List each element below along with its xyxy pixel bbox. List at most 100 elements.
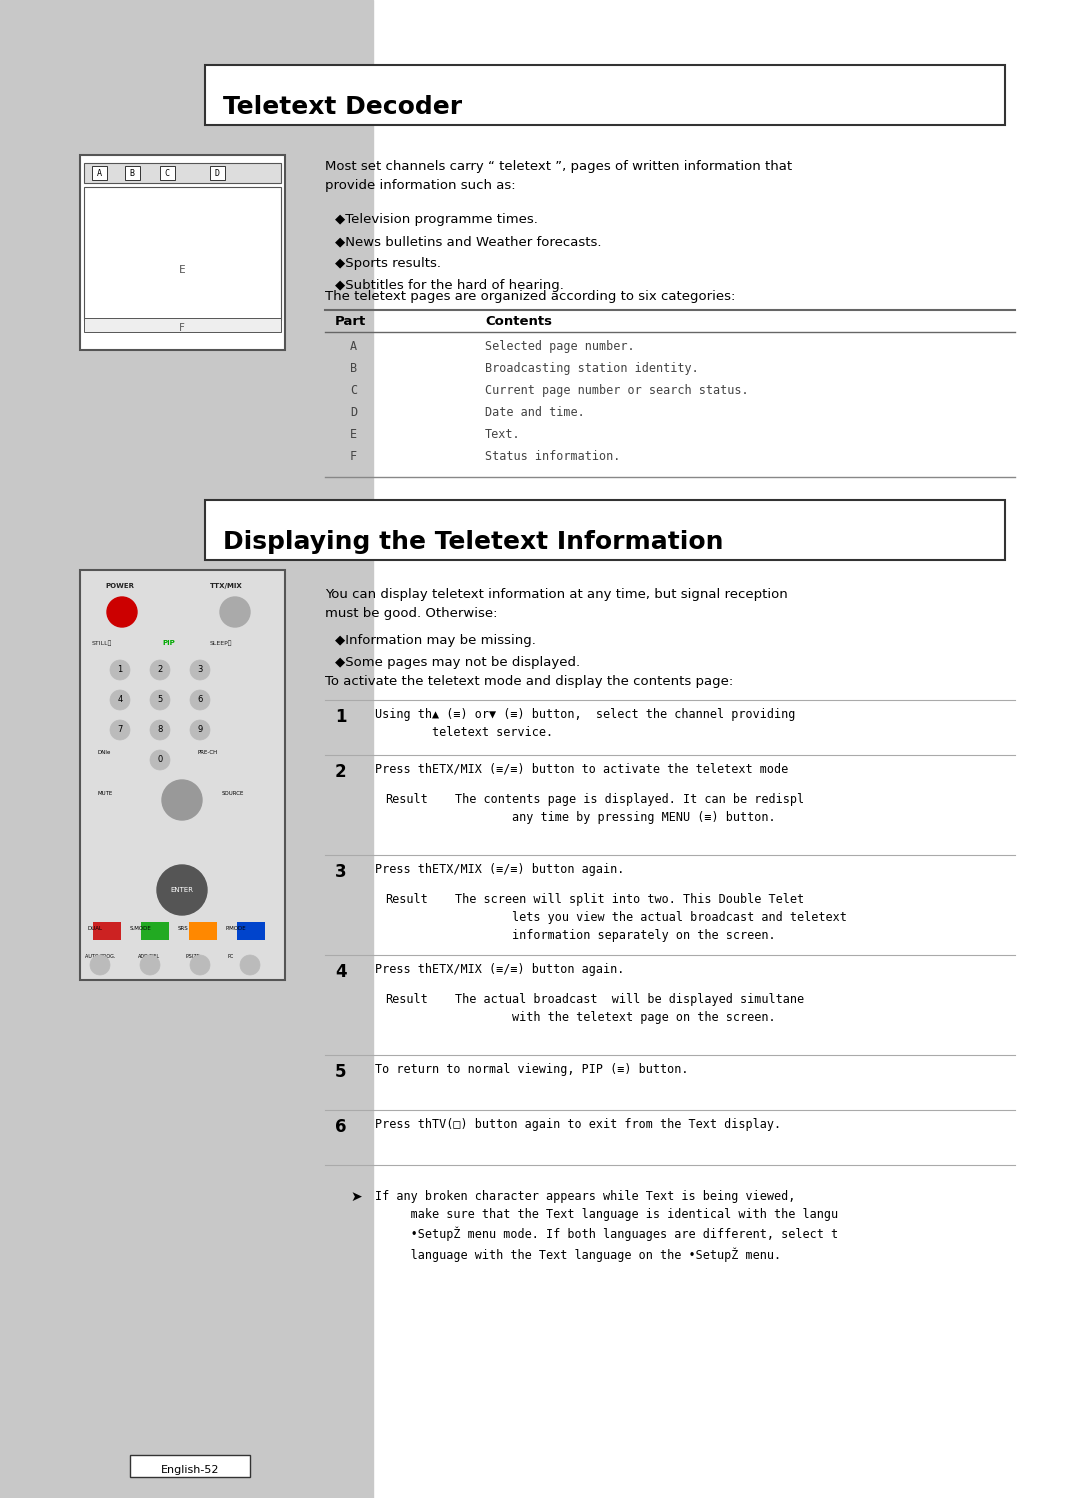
Text: Result: Result [384, 993, 428, 1007]
Text: Press thETX/MIX (≡/≡) button again.: Press thETX/MIX (≡/≡) button again. [375, 963, 624, 977]
Text: Using th▲ (≡) or▼ (≡) button,  select the channel providing
        teletext ser: Using th▲ (≡) or▼ (≡) button, select the… [375, 709, 795, 739]
Text: PRE-CH: PRE-CH [198, 750, 218, 755]
Text: 5: 5 [335, 1064, 347, 1082]
Text: ◆Subtitles for the hard of hearing.: ◆Subtitles for the hard of hearing. [335, 279, 564, 292]
Circle shape [190, 956, 210, 975]
Text: MUTE: MUTE [98, 791, 113, 795]
Bar [93, 921, 121, 941]
Text: 1: 1 [335, 709, 347, 727]
Text: Press thETX/MIX (≡/≡) button to activate the teletext mode: Press thETX/MIX (≡/≡) button to activate… [375, 762, 788, 776]
Text: A: A [96, 169, 102, 178]
Text: STILLⒶ: STILLⒶ [92, 641, 112, 646]
Bar [80, 154, 285, 351]
Text: Contents: Contents [485, 315, 552, 328]
Text: 9: 9 [198, 725, 203, 734]
Text: English-52: English-52 [161, 1465, 219, 1476]
Circle shape [110, 721, 130, 740]
Circle shape [157, 864, 207, 915]
Circle shape [150, 721, 170, 740]
Text: POWER: POWER [105, 583, 134, 589]
Text: Part: Part [335, 315, 366, 328]
Text: To activate the teletext mode and display the contents page:: To activate the teletext mode and displa… [325, 676, 733, 688]
Circle shape [140, 956, 160, 975]
Text: 4: 4 [335, 963, 347, 981]
Bar [92, 166, 107, 180]
Text: Press thETX/MIX (≡/≡) button again.: Press thETX/MIX (≡/≡) button again. [375, 863, 624, 876]
Circle shape [150, 661, 170, 680]
Circle shape [190, 691, 210, 710]
Text: S.MODE: S.MODE [130, 926, 152, 930]
Text: 2: 2 [335, 762, 347, 780]
Text: AUTO PROG.: AUTO PROG. [85, 954, 116, 959]
Text: ◆Some pages may not be displayed.: ◆Some pages may not be displayed. [335, 656, 580, 670]
Text: Status information.: Status information. [485, 449, 620, 463]
Text: DNIe: DNIe [98, 750, 111, 755]
Text: 4: 4 [118, 695, 123, 704]
Text: The actual broadcast  will be displayed simultane
        with the teletext page: The actual broadcast will be displayed s… [455, 993, 805, 1025]
Text: Press thTV(□) button again to exit from the Text display.: Press thTV(□) button again to exit from … [375, 1118, 781, 1131]
Circle shape [150, 691, 170, 710]
Text: E: E [350, 428, 357, 440]
Text: ADD/DEL: ADD/DEL [138, 954, 160, 959]
Circle shape [150, 750, 170, 770]
Text: D: D [350, 406, 357, 419]
Text: Date and time.: Date and time. [485, 406, 584, 419]
Text: 0: 0 [158, 755, 163, 764]
Circle shape [190, 721, 210, 740]
Bar [80, 571, 285, 980]
Bar [0, 0, 373, 1498]
Text: C: C [164, 169, 170, 178]
Text: SLEEPⒶ: SLEEPⒶ [210, 641, 232, 646]
Text: ◆News bulletins and Weather forecasts.: ◆News bulletins and Weather forecasts. [335, 235, 602, 249]
Circle shape [90, 956, 110, 975]
Text: ➤: ➤ [350, 1189, 362, 1204]
Text: 8: 8 [158, 725, 163, 734]
Text: 2: 2 [158, 665, 163, 674]
Text: E: E [178, 265, 186, 276]
Text: The teletext pages are organized according to six categories:: The teletext pages are organized accordi… [325, 291, 735, 303]
FancyBboxPatch shape [130, 1455, 249, 1477]
Circle shape [190, 661, 210, 680]
Text: F: F [179, 324, 185, 333]
Text: 6: 6 [198, 695, 203, 704]
Text: Current page number or search status.: Current page number or search status. [485, 383, 748, 397]
Bar [141, 921, 168, 941]
Text: Most set channels carry “ teletext ”, pages of written information that
provide : Most set channels carry “ teletext ”, pa… [325, 160, 792, 192]
Text: 3: 3 [335, 863, 347, 881]
FancyBboxPatch shape [205, 64, 1005, 124]
Text: Broadcasting station identity.: Broadcasting station identity. [485, 363, 699, 374]
Text: PC: PC [228, 954, 234, 959]
Text: B: B [130, 169, 135, 178]
Text: ENTER: ENTER [171, 887, 193, 893]
Text: P.MODE: P.MODE [225, 926, 245, 930]
Text: Text.: Text. [485, 428, 521, 440]
Text: 3: 3 [198, 665, 203, 674]
Text: 6: 6 [335, 1118, 347, 1135]
FancyBboxPatch shape [205, 500, 1005, 560]
Text: The screen will split into two. This Double Telet
        lets you view the actu: The screen will split into two. This Dou… [455, 893, 847, 942]
Text: To return to normal viewing, PIP (≡) button.: To return to normal viewing, PIP (≡) but… [375, 1064, 689, 1076]
Bar [189, 921, 217, 941]
Text: Result: Result [384, 893, 428, 906]
Text: C: C [350, 383, 357, 397]
Circle shape [110, 691, 130, 710]
Text: A: A [350, 340, 357, 354]
Bar [160, 166, 175, 180]
Text: B: B [350, 363, 357, 374]
Bar [84, 163, 281, 183]
Text: Selected page number.: Selected page number. [485, 340, 635, 354]
Bar [237, 921, 265, 941]
Circle shape [220, 598, 249, 628]
Text: SOURCE: SOURCE [222, 791, 244, 795]
Text: DUAL: DUAL [87, 926, 103, 930]
Text: Displaying the Teletext Information: Displaying the Teletext Information [222, 530, 724, 554]
Text: ◆Information may be missing.: ◆Information may be missing. [335, 634, 536, 647]
Text: 5: 5 [158, 695, 163, 704]
Bar [210, 166, 225, 180]
Text: PIP: PIP [162, 640, 175, 646]
Text: 7: 7 [118, 725, 123, 734]
Text: If any broken character appears while Text is being viewed,
     make sure that : If any broken character appears while Te… [375, 1189, 838, 1261]
Text: You can display teletext information at any time, but signal reception
must be g: You can display teletext information at … [325, 589, 787, 620]
Text: SRS: SRS [178, 926, 189, 930]
Text: Result: Result [384, 792, 428, 806]
